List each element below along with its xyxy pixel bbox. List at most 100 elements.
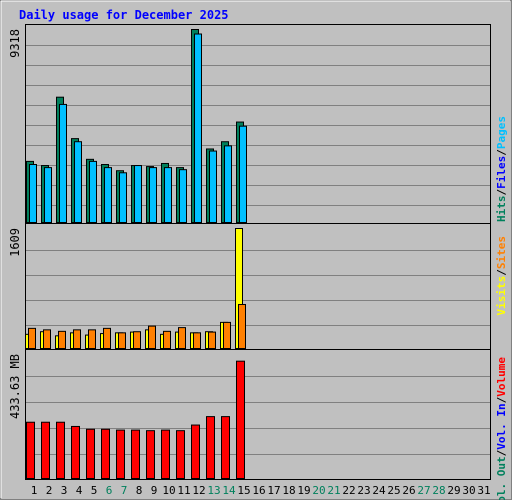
volume-bar xyxy=(41,421,50,480)
volume-panel-max-label: 433.63 MB xyxy=(8,354,22,419)
chart-title: Daily usage for December 2025 xyxy=(19,8,229,22)
x-tick-label: 8 xyxy=(136,484,143,497)
sites-bar xyxy=(43,329,51,350)
hits-panel-max-label: 9318 xyxy=(8,29,22,58)
sites-bar xyxy=(58,330,66,350)
legend-vol-out: Vol. Out xyxy=(495,456,508,500)
sites-bar xyxy=(28,327,36,350)
pages-bar xyxy=(194,33,202,223)
x-tick-label: 10 xyxy=(162,484,175,497)
pages-bar xyxy=(224,145,232,224)
pages-bar xyxy=(74,141,82,223)
volume-bar xyxy=(86,428,95,479)
legend-separator: / xyxy=(495,449,508,456)
x-tick-label: 25 xyxy=(387,484,400,497)
x-tick-label: 1 xyxy=(31,484,38,497)
visits-panel-max-label: 1609 xyxy=(8,228,22,257)
pages-bar xyxy=(59,103,67,223)
volume-bar xyxy=(56,421,65,480)
x-tick-label: 29 xyxy=(447,484,460,497)
bars xyxy=(25,29,247,480)
x-tick-label: 15 xyxy=(237,484,250,497)
visits-panel-legend: Visits/Sites xyxy=(495,236,508,316)
x-tick-label: 30 xyxy=(462,484,475,497)
x-tick-label: 18 xyxy=(282,484,295,497)
pages-bar xyxy=(29,164,37,223)
x-axis-labels: 1 2 3 4 5 6 7 8 9 10 11 12 13 14 15 16 17 18 19 20 21 22 23 24 2… xyxy=(31,484,491,497)
volume-bar xyxy=(206,416,215,479)
x-tick-label: 7 xyxy=(121,484,128,497)
x-tick-label: 4 xyxy=(76,484,83,497)
sites-bar xyxy=(118,332,126,350)
pages-bar xyxy=(149,167,157,224)
pages-bar xyxy=(44,167,52,224)
sites-bar xyxy=(103,327,111,350)
volume-bar xyxy=(101,428,110,479)
pages-bar xyxy=(134,165,142,224)
x-tick-label: 24 xyxy=(372,484,386,497)
x-tick-label: 2 xyxy=(46,484,53,497)
x-tick-label: 12 xyxy=(192,484,205,497)
volume-bar xyxy=(176,430,185,479)
x-tick-label: 6 xyxy=(106,484,113,497)
grid-lines xyxy=(26,45,490,455)
x-tick-label: 31 xyxy=(477,484,490,497)
volume-bar xyxy=(191,424,200,479)
pages-bar xyxy=(164,167,172,224)
volume-bar xyxy=(26,421,35,480)
volume-bar xyxy=(236,360,245,479)
x-tick-label: 27 xyxy=(417,484,430,497)
volume-panel xyxy=(25,349,491,480)
x-tick-label: 20 xyxy=(312,484,325,497)
volume-bar xyxy=(131,429,140,480)
x-tick-label: 9 xyxy=(151,484,158,497)
x-tick-label: 11 xyxy=(177,484,190,497)
x-tick-label: 5 xyxy=(91,484,98,497)
legend-visits: Visits xyxy=(495,276,508,316)
legend-pages: Pages xyxy=(495,116,508,149)
legend-separator: / xyxy=(495,269,508,276)
volume-panel-legend: Vol. Out/Vol. In/Volume xyxy=(495,357,508,500)
legend-files: Files xyxy=(495,156,508,189)
volume-bar xyxy=(221,416,230,479)
x-tick-label: 23 xyxy=(357,484,370,497)
x-tick-label: 21 xyxy=(327,484,340,497)
sites-bar xyxy=(238,303,246,350)
legend-volume: Volume xyxy=(495,357,508,397)
volume-bar xyxy=(161,429,170,480)
volume-bar xyxy=(146,430,155,479)
x-tick-label: 14 xyxy=(222,484,236,497)
volume-bar xyxy=(71,425,80,479)
pages-bar xyxy=(119,172,127,224)
x-tick-label: 28 xyxy=(432,484,445,497)
x-tick-label: 3 xyxy=(61,484,68,497)
legend-separator: / xyxy=(495,149,508,156)
pages-bar xyxy=(89,160,97,223)
sites-bar xyxy=(133,331,141,349)
sites-bar xyxy=(178,327,186,349)
pages-bar xyxy=(104,167,112,224)
pages-bar xyxy=(239,125,247,223)
sites-bar xyxy=(73,329,81,350)
x-tick-label: 17 xyxy=(267,484,280,497)
legend-separator: / xyxy=(495,189,508,196)
x-tick-label: 26 xyxy=(402,484,415,497)
sites-bar xyxy=(193,332,201,350)
legend-sites: Sites xyxy=(495,236,508,269)
hits-panel-legend: Hits/Files/Pages xyxy=(495,116,508,222)
volume-bar xyxy=(116,429,125,480)
x-tick-label: 13 xyxy=(207,484,220,497)
sites-bar xyxy=(148,325,156,349)
x-tick-label: 22 xyxy=(342,484,355,497)
sites-bar xyxy=(223,321,231,349)
legend-vol-in: Vol. In xyxy=(495,403,508,449)
legend-hits: Hits xyxy=(495,196,508,223)
x-tick-label: 19 xyxy=(297,484,310,497)
x-tick-label: 16 xyxy=(252,484,265,497)
pages-bar xyxy=(179,169,187,224)
legend-separator: / xyxy=(495,396,508,403)
sites-bar xyxy=(88,329,96,350)
sites-bar xyxy=(163,330,171,350)
